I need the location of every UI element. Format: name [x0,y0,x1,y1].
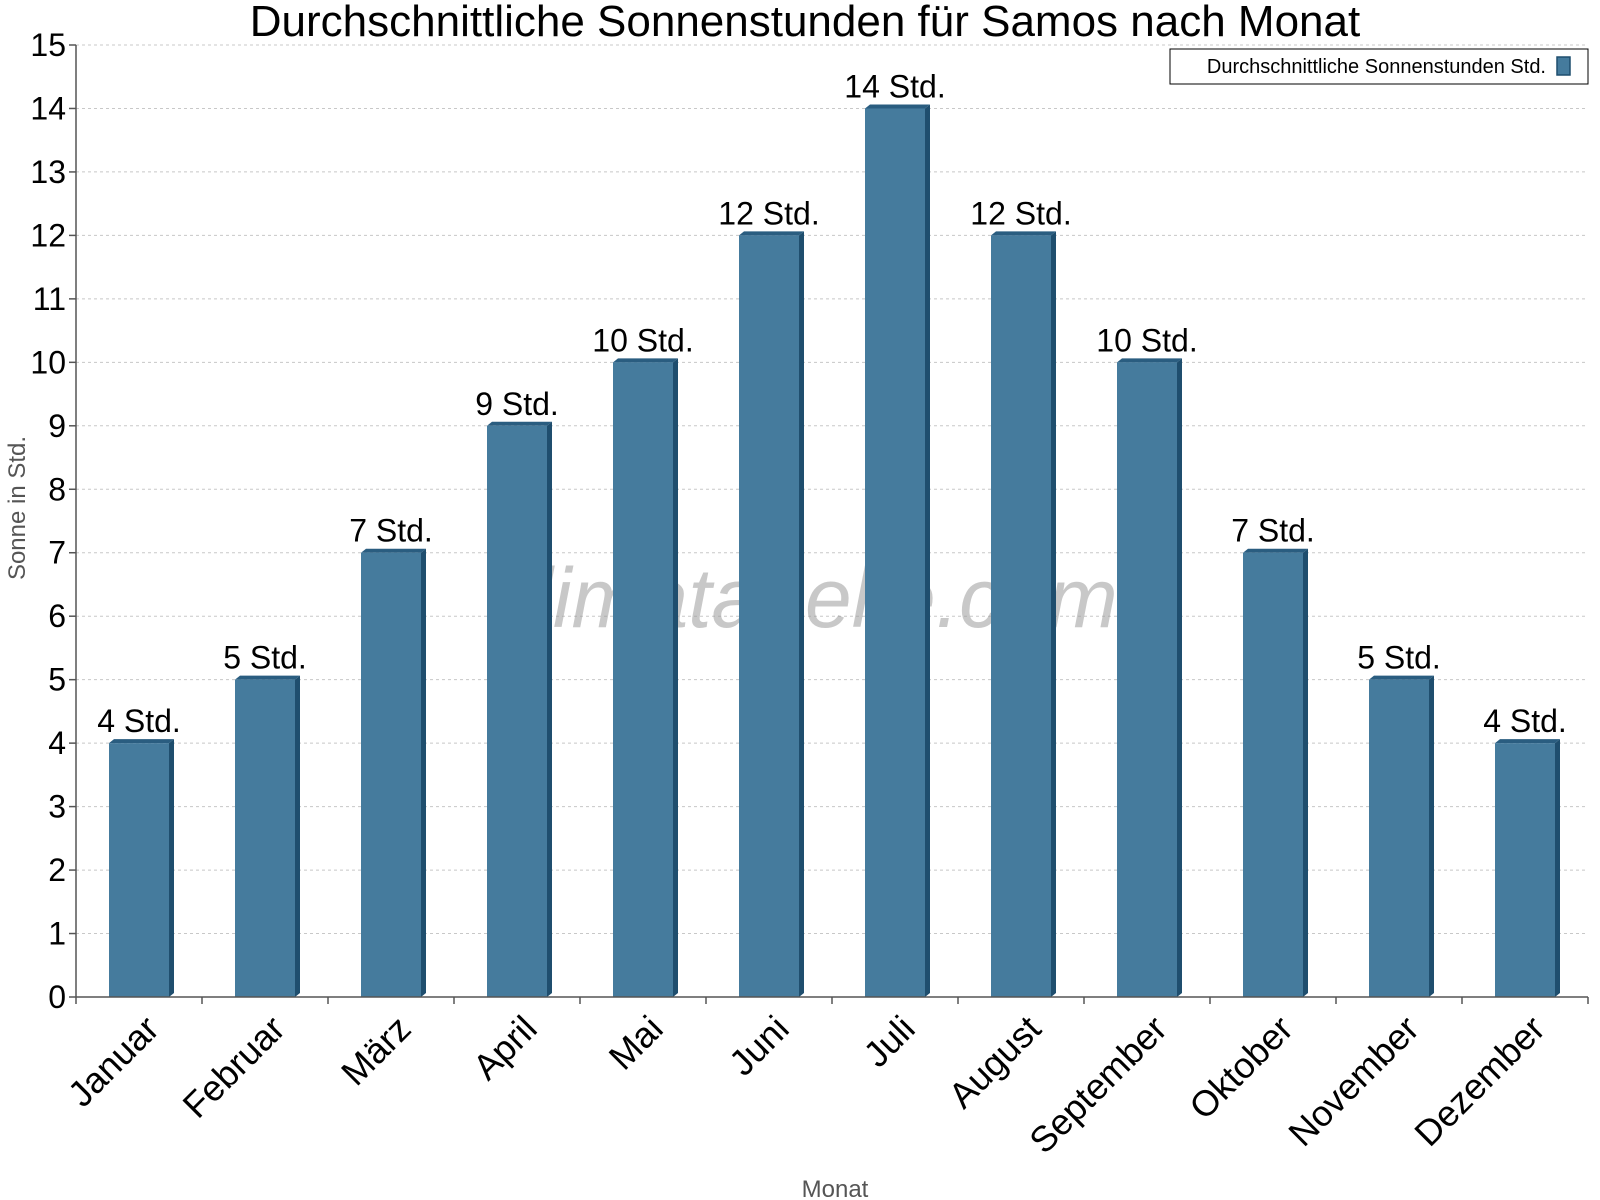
y-tick-label: 5 [48,662,66,698]
bar-top [613,358,678,363]
bar [1495,743,1555,997]
bar-top [739,231,804,236]
x-tick-label: Mai [601,1008,671,1078]
bar [361,552,421,997]
grid-lines [76,44,1588,935]
bar-top [1369,675,1434,680]
bar-data-label: 9 Std. [475,386,559,422]
x-tick-label: Februar [175,1008,293,1126]
bar-data-label: 10 Std. [1096,322,1197,358]
bar-top [109,739,174,744]
x-tick-label: Juli [855,1008,922,1075]
bar-side [925,104,930,997]
bar-data-label: 4 Std. [97,703,181,739]
data-labels: 4 Std. 5 Std. 7 Std. 9 Std. 10 Std. 12 Std. 14… [97,68,1567,739]
legend: Durchschnittliche Sonnenstunden Std. [1169,48,1589,85]
bar-data-label: 14 Std. [844,68,945,104]
y-tick-label: 0 [48,979,66,1015]
bar-side [1429,675,1434,997]
bar [739,235,799,997]
bar-side [673,358,678,997]
y-tick-label: 15 [30,27,66,63]
x-axis-label: Monat [802,1176,869,1200]
chart-title: Durchschnittliche Sonnenstunden für Samo… [250,0,1360,46]
y-tick-label: 14 [30,90,66,126]
bar-data-label: 12 Std. [970,195,1071,231]
bar [1117,362,1177,997]
bars [109,104,1560,997]
x-tick-label: April [465,1008,545,1088]
y-tick-label: 8 [48,471,66,507]
y-tick-label: 12 [30,217,66,253]
bar [235,679,295,997]
x-tick-label: September [1021,1008,1175,1162]
x-tick-label: Dezember [1406,1008,1552,1154]
bar-side [799,231,804,997]
x-tick-label: Oktober [1181,1008,1301,1128]
y-tick-label: 2 [48,852,66,888]
y-tick-label: 3 [48,789,66,825]
bar-data-label: 12 Std. [718,195,819,231]
bar-top [991,231,1056,236]
bar-top [235,675,300,680]
bar-data-label: 4 Std. [1483,703,1567,739]
bar [1243,552,1303,997]
bar-top [361,548,426,553]
x-tick-label: März [333,1008,419,1094]
y-tick-label: 13 [30,154,66,190]
y-tick-label: 1 [48,916,66,952]
bar-data-label: 7 Std. [349,513,433,549]
bar-side [1177,358,1182,997]
bar-side [547,421,552,997]
bar-data-label: 7 Std. [1231,513,1315,549]
bar-side [1303,548,1308,997]
bar-data-label: 5 Std. [1357,640,1441,676]
legend-swatch [1556,56,1571,76]
bar-side [421,548,426,997]
bar [1369,679,1429,997]
bar-top [1243,548,1308,553]
x-tick-label: Januar [60,1008,167,1115]
y-tick-label: 10 [30,344,66,380]
bar-top [865,104,930,109]
bar [109,743,169,997]
bar-data-label: 10 Std. [592,322,693,358]
bar [865,108,925,997]
y-tick-label: 4 [48,725,66,761]
bar [613,362,673,997]
bar [991,235,1051,997]
bar-top [1495,739,1560,744]
y-tick-label: 9 [48,408,66,444]
legend-label: Durchschnittliche Sonnenstunden Std. [1207,56,1546,78]
y-axis-label: Sonne in Std. [4,436,31,580]
bar-side [295,675,300,997]
x-tick-label: August [940,1008,1048,1116]
y-tick-label: 6 [48,598,66,634]
bar-data-label: 5 Std. [223,640,307,676]
legend-box [1169,48,1589,85]
x-tick-label: Juni [721,1008,797,1084]
bar-side [1051,231,1056,997]
bar-top [487,421,552,426]
bar-side [1555,739,1560,997]
bar-side [169,739,174,997]
y-tick-label: 7 [48,535,66,571]
bar [487,425,547,997]
x-tick-label: November [1280,1008,1426,1154]
y-tick-label: 11 [33,281,66,317]
bar-top [1117,358,1182,363]
